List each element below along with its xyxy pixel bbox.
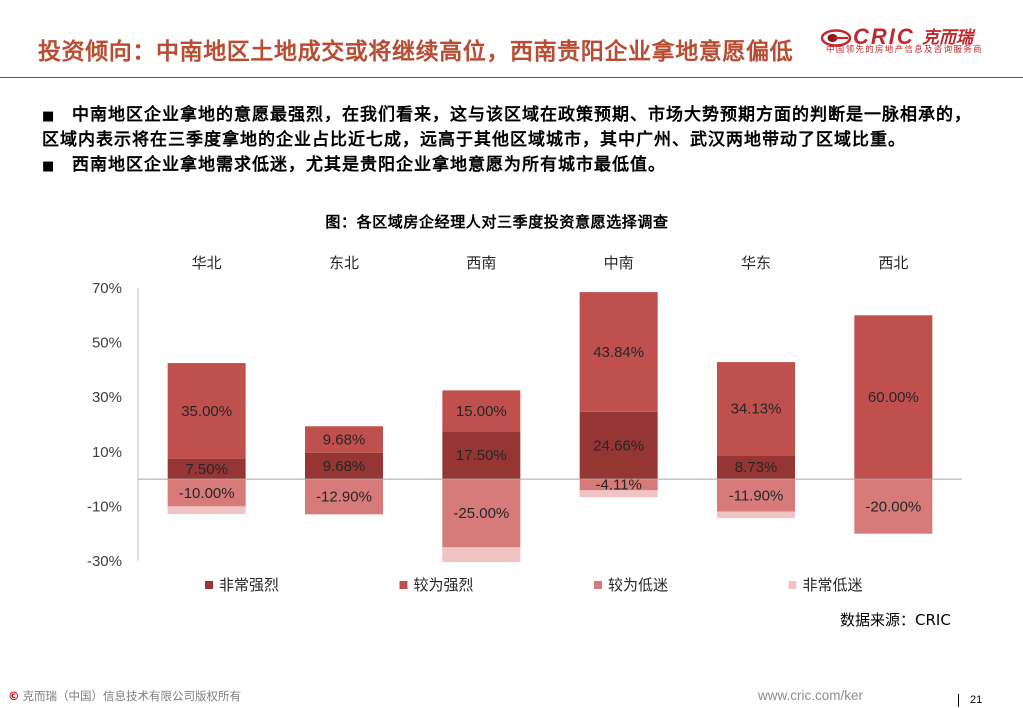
data-label: 34.13% xyxy=(731,401,782,418)
bullet-line: 区域内表示将在三季度拿地的企业占比近七成，远高于其他区域城市，其中广州、武汉两地… xyxy=(42,128,972,153)
y-tick-label: 70% xyxy=(92,280,122,297)
bar-segment xyxy=(167,479,246,507)
y-tick-label: -30% xyxy=(87,553,122,570)
data-label: 9.68% xyxy=(323,431,366,448)
bar-segment xyxy=(167,458,246,480)
bar-segment xyxy=(579,411,658,480)
page-number-divider xyxy=(958,694,959,707)
legend-marker xyxy=(399,581,408,589)
data-label: 43.84% xyxy=(593,344,644,361)
data-label: 17.50% xyxy=(456,447,507,464)
category-label: 西北 xyxy=(878,254,908,272)
copyright: © 克而瑞（中国）信息技术有限公司版权所有 xyxy=(8,689,241,703)
bar-segment xyxy=(854,315,933,480)
bullet-line: ■ 中南地区企业拿地的意愿最强烈，在我们看来，这与该区域在政策预期、市场大势预期方… xyxy=(42,103,972,128)
bar-segment xyxy=(442,431,521,480)
data-label: 35.00% xyxy=(181,403,232,420)
bullet-square-icon: ■ xyxy=(42,159,55,174)
data-label: -4.11% xyxy=(595,477,641,494)
page-number: 21 xyxy=(970,694,983,706)
legend-label: 较为强烈 xyxy=(414,576,474,594)
bullet-text: 区域内表示将在三季度拿地的企业占比近七成，远高于其他区域城市，其中广州、武汉两地… xyxy=(42,130,906,150)
category-label: 华东 xyxy=(741,254,771,272)
bullet-text: 中南地区企业拿地的意愿最强烈，在我们看来，这与该区域在政策预期、市场大势预期方面… xyxy=(72,105,972,125)
eye-logo-icon xyxy=(820,29,852,47)
bullet-square-icon: ■ xyxy=(42,109,55,124)
logo-brand: CRIC xyxy=(853,24,915,49)
category-label: 东北 xyxy=(329,254,359,272)
bar-segment xyxy=(717,511,795,519)
legend-marker xyxy=(788,581,797,589)
data-label: -11.90% xyxy=(729,487,784,504)
bar-segment xyxy=(442,479,521,548)
chart-title: 图：各区域房企经理人对三季度投资意愿选择调查 xyxy=(325,213,669,231)
data-label: -10.00% xyxy=(179,485,235,502)
bar-segment xyxy=(717,455,795,480)
bullet-line: ■ 西南地区企业拿地需求低迷，尤其是贵阳企业拿地意愿为所有城市最低值。 xyxy=(42,153,972,178)
bar-segment xyxy=(579,490,658,498)
legend-marker xyxy=(594,581,602,589)
page-title: 投资倾向：中南地区土地成交或将继续高位，西南贵阳企业拿地意愿偏低 xyxy=(38,39,794,65)
bar-segment xyxy=(167,363,246,459)
category-label: 中南 xyxy=(604,254,634,272)
data-label: -12.90% xyxy=(316,489,372,506)
logo-tagline: 中国领先的房地产信息及咨询服务商 xyxy=(826,45,983,55)
bar-segment xyxy=(167,506,246,515)
category-label: 西南 xyxy=(466,254,496,272)
data-label: -20.00% xyxy=(865,498,921,515)
bullet-text: 西南地区企业拿地需求低迷，尤其是贵阳企业拿地意愿为所有城市最低值。 xyxy=(72,155,666,175)
data-source: 数据来源：CRIC xyxy=(840,611,951,629)
y-tick-label: 30% xyxy=(92,389,122,406)
data-label: 60.00% xyxy=(868,389,919,406)
bar-segment xyxy=(717,362,795,456)
bar-segment xyxy=(442,547,521,563)
bar-segment xyxy=(305,426,383,453)
y-tick-label: 50% xyxy=(92,335,122,352)
bar-segment xyxy=(854,479,933,534)
bar-segment xyxy=(305,479,383,515)
legend-marker xyxy=(205,581,213,589)
y-tick-label: -10% xyxy=(87,498,122,515)
bar-segment xyxy=(717,479,795,512)
copyright-icon: © xyxy=(8,689,20,703)
y-tick-label: 10% xyxy=(92,444,122,461)
bar-segment xyxy=(579,479,658,491)
logo-brand-cn: 克而瑞 xyxy=(922,28,973,48)
data-label: -25.00% xyxy=(453,505,509,522)
legend-label: 较为低迷 xyxy=(608,576,668,594)
bar-segment xyxy=(442,390,521,432)
title-divider xyxy=(0,77,1023,78)
category-label: 华北 xyxy=(192,254,222,272)
bar-segment xyxy=(305,452,383,480)
data-label: 7.50% xyxy=(185,461,228,478)
legend-label: 非常强烈 xyxy=(219,576,279,594)
data-label: 24.66% xyxy=(593,437,644,454)
bullet-list: ■ 中南地区企业拿地的意愿最强烈，在我们看来，这与该区域在政策预期、市场大势预期方… xyxy=(42,103,972,178)
footer-url: www.cric.com/ker xyxy=(758,688,864,703)
data-label: 9.68% xyxy=(323,458,366,475)
data-label: 8.73% xyxy=(735,459,778,476)
data-label: 15.00% xyxy=(456,403,507,420)
bar-segment xyxy=(579,292,658,412)
legend-label: 非常低迷 xyxy=(803,576,863,594)
copyright-text: 克而瑞（中国）信息技术有限公司版权所有 xyxy=(22,689,242,703)
